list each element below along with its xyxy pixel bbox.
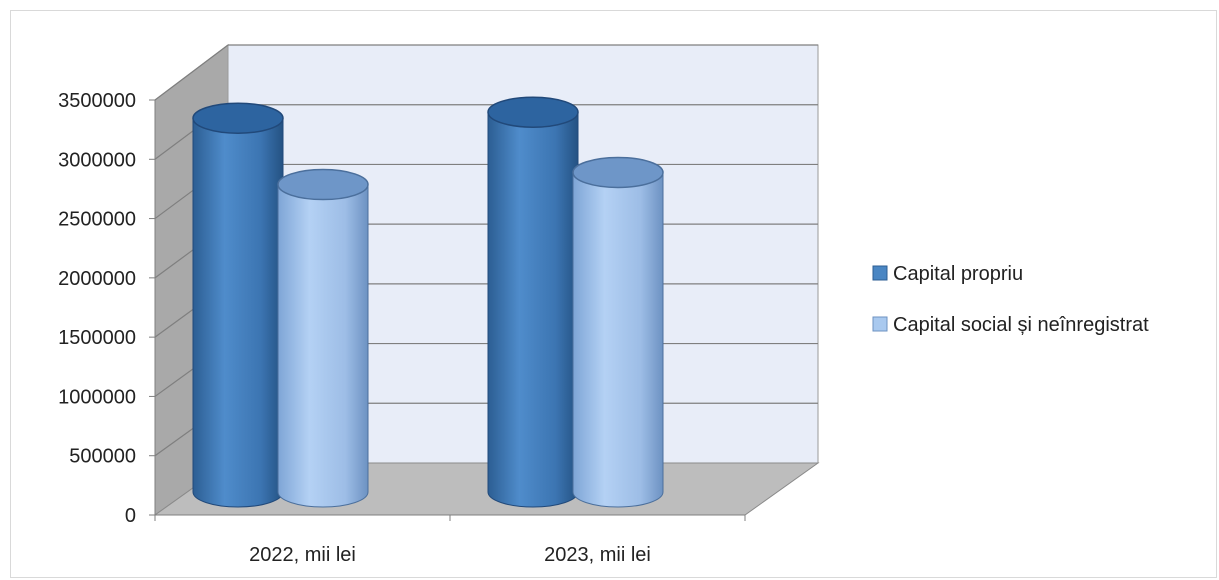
bar-top bbox=[192, 102, 284, 134]
bar-body bbox=[192, 117, 284, 508]
bars bbox=[192, 96, 664, 508]
y-tick-label: 2000000 bbox=[58, 268, 136, 290]
bar-body bbox=[487, 111, 579, 508]
legend-label-capital-social: Capital social și neînregistrat bbox=[893, 314, 1149, 336]
legend: Capital propriu Capital social și neînre… bbox=[872, 263, 1149, 336]
y-tick-label: 3000000 bbox=[58, 149, 136, 171]
chart-frame bbox=[10, 10, 1217, 578]
bar-capital-propriu-0 bbox=[192, 102, 284, 508]
y-tick-label: 2500000 bbox=[58, 209, 136, 231]
legend-swatch-capital-social bbox=[872, 316, 888, 332]
bar-body bbox=[277, 184, 369, 508]
bar-capital-social-0 bbox=[277, 168, 369, 508]
y-tick-label: 0 bbox=[125, 505, 136, 527]
bar-capital-propriu-1 bbox=[487, 96, 579, 508]
bar-body bbox=[572, 171, 664, 508]
bar-top bbox=[572, 156, 664, 189]
y-tick-label: 500000 bbox=[69, 446, 136, 468]
y-tick-label: 3500000 bbox=[58, 90, 136, 112]
y-tick-label: 1500000 bbox=[58, 327, 136, 349]
gridline-side bbox=[154, 44, 229, 101]
bar-top bbox=[487, 96, 579, 128]
bar-top bbox=[277, 168, 369, 201]
y-tick-label: 1000000 bbox=[58, 386, 136, 408]
legend-label-capital-propriu: Capital propriu bbox=[893, 263, 1023, 285]
bar-capital-social-1 bbox=[572, 156, 664, 508]
x-tick-label: 2023, mii lei bbox=[544, 544, 651, 566]
plot-area: 0 500000 1000000 1500000 2000000 2500000 30000… bbox=[58, 43, 820, 566]
legend-swatch-capital-propriu bbox=[872, 265, 888, 281]
x-tick-label: 2022, mii lei bbox=[249, 544, 356, 566]
y-axis: 0 500000 1000000 1500000 2000000 2500000 30000… bbox=[58, 90, 156, 527]
x-axis: 2022, mii lei 2023, mii lei bbox=[154, 514, 746, 566]
